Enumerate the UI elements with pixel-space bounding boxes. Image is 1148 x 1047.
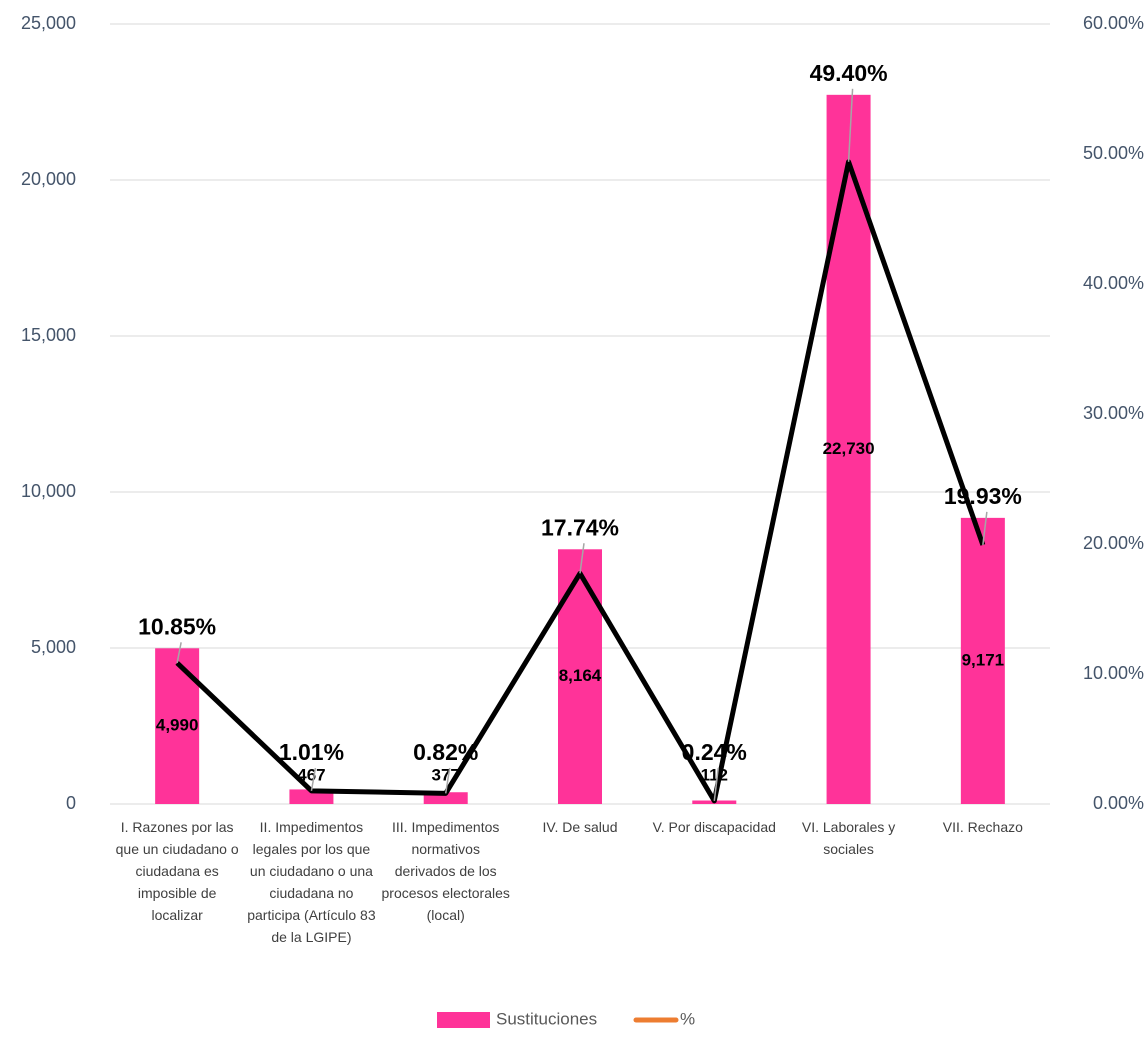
x-tick-line: (local)	[427, 907, 465, 923]
x-tick-line: normativos	[411, 841, 479, 857]
y2-tick-label: 60.00%	[1083, 13, 1144, 33]
bar-value-label: 467	[297, 765, 325, 784]
y2-tick-label: 30.00%	[1083, 403, 1144, 423]
x-tick-line: participa (Artículo 83	[247, 907, 376, 923]
x-tick-line: que un ciudadano o	[116, 841, 239, 857]
x-tick-label: II. Impedimentos legales por los que un ci…	[247, 819, 376, 945]
y-tick-label: 25,000	[21, 13, 76, 33]
x-tick-label: IV. De salud	[543, 819, 618, 835]
bar	[423, 792, 468, 804]
y-tick-label: 5,000	[31, 637, 76, 657]
y-tick-label: 15,000	[21, 325, 76, 345]
bar-value-label: 4,990	[156, 716, 199, 735]
x-tick-line: derivados de los	[395, 863, 497, 879]
line-value-label: 49.40%	[810, 60, 888, 86]
bar-value-label: 8,164	[559, 666, 602, 685]
x-tick-line: ciudadana es	[135, 863, 218, 879]
x-tick-line: legales por los que	[253, 841, 371, 857]
line-value-label: 17.74%	[541, 514, 619, 540]
leader-line	[310, 767, 317, 791]
bar-value-label: 112	[701, 765, 728, 784]
x-tick-line: localizar	[151, 907, 203, 923]
legend-label: Sustituciones	[496, 1009, 597, 1028]
x-tick-label: III. Impedimentos normativos derivados de …	[382, 819, 510, 923]
x-tick-label: VII. Rechazo	[943, 819, 1023, 835]
bar	[960, 517, 1005, 804]
x-tick-line: VI. Laborales y	[802, 819, 895, 835]
bar-value-label: 377	[432, 765, 460, 784]
line-value-label: 0.82%	[413, 739, 478, 765]
y2-tick-label: 10.00%	[1083, 663, 1144, 683]
leader-line	[982, 511, 988, 546]
y2-tick-label: 20.00%	[1083, 533, 1144, 553]
x-tick-line: III. Impedimentos	[392, 819, 499, 835]
x-tick-line: imposible de	[138, 885, 217, 901]
x-tick-label: VI. Laborales y sociales	[802, 819, 895, 857]
y-tick-label: 0	[66, 793, 76, 813]
x-tick-line: V. Por discapacidad	[653, 819, 776, 835]
legend-label: %	[680, 1009, 695, 1028]
y2-tick-label: 40.00%	[1083, 273, 1144, 293]
y2-tick-label: 0.00%	[1093, 793, 1144, 813]
leader-line	[579, 543, 585, 574]
x-tick-line: un ciudadano o una	[250, 863, 373, 879]
x-tick-line: sociales	[823, 841, 874, 857]
line-value-label: 10.85%	[138, 613, 216, 639]
legend-swatch	[437, 1012, 490, 1028]
y-tick-label: 10,000	[21, 481, 76, 501]
x-tick-line: procesos electorales	[382, 885, 510, 901]
bar	[826, 94, 871, 805]
y2-tick-label: 50.00%	[1083, 143, 1144, 163]
leader-line	[444, 767, 451, 794]
bar-value-label: 22,730	[823, 439, 875, 458]
x-tick-label: I. Razones por las que un ciudadano o ciud…	[116, 819, 239, 923]
x-tick-line: IV. De salud	[543, 819, 618, 835]
leader-line	[847, 88, 854, 162]
y-tick-label: 20,000	[21, 169, 76, 189]
line-value-label: 1.01%	[279, 739, 344, 765]
x-tick-line: I. Razones por las	[121, 819, 234, 835]
x-tick-line: II. Impedimentos	[260, 819, 364, 835]
leader-line	[713, 767, 720, 801]
line-value-label: 0.24%	[682, 739, 747, 765]
bar-value-label: 9,171	[962, 650, 1005, 669]
x-tick-line: ciudadana no	[269, 885, 353, 901]
leader-line	[176, 642, 182, 664]
x-tick-line: VII. Rechazo	[943, 819, 1023, 835]
x-tick-line: de la LGIPE)	[271, 929, 351, 945]
bar	[558, 549, 602, 804]
x-tick-label: V. Por discapacidad	[653, 819, 776, 835]
line-value-label: 19.93%	[944, 483, 1022, 509]
